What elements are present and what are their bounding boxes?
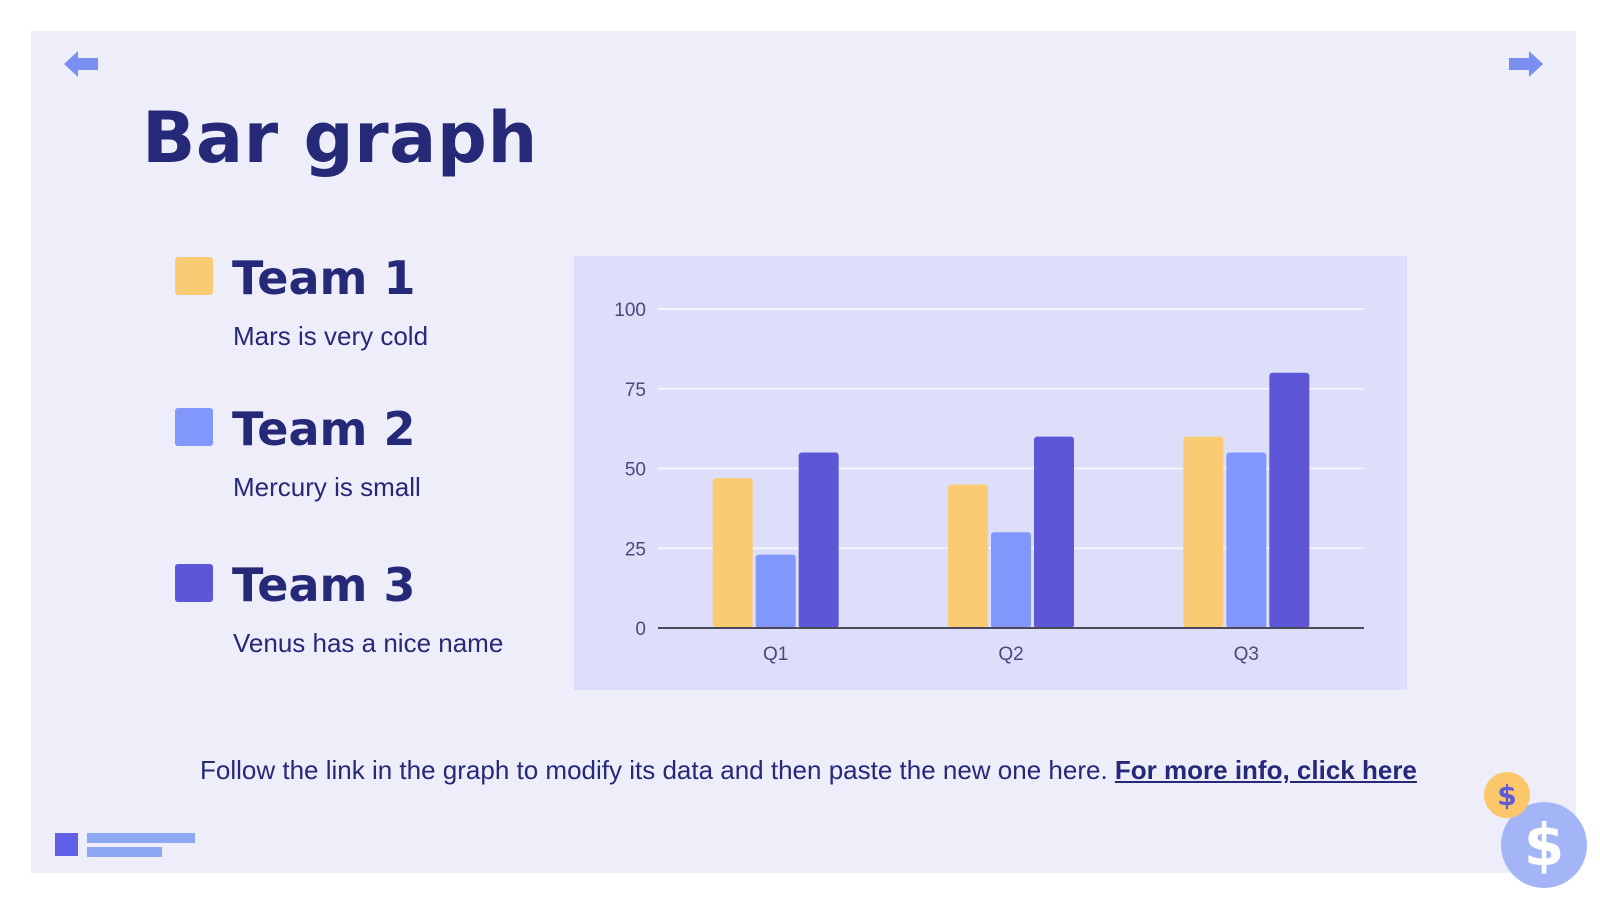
bar [712,478,753,628]
decor-line [87,833,195,843]
y-tick-label: 100 [614,300,646,321]
decor-line [87,847,162,857]
x-tick-label: Q2 [998,644,1023,665]
legend-desc: Venus has a nice name [233,628,504,658]
y-tick-label: 25 [625,539,646,560]
coin-symbol: $ [1497,778,1517,812]
coin-symbol: $ [1523,811,1565,879]
bar [948,484,988,628]
legend-desc: Mars is very cold [233,321,429,351]
bar [1183,436,1224,628]
bar [798,452,839,628]
y-tick-label: 50 [625,460,646,481]
legend-swatch [175,257,213,295]
footer-text: Follow the link in the graph to modify i… [200,755,1108,785]
bar [1269,372,1310,628]
legend-name: Team 1 [232,251,416,305]
y-tick-label: 75 [625,380,646,401]
more-info-link[interactable]: For more info, click here [1114,755,1417,785]
bar [991,532,1031,628]
legend-name: Team 3 [232,558,416,612]
bar-chart-svg: 0 25 50 75 100 Q1 Q2 Q3 [614,300,1364,665]
legend-swatch [175,564,213,602]
x-tick-label: Q3 [1234,644,1259,665]
decor-square [55,833,78,856]
legend-swatch [175,408,213,446]
dollar-coin-icon: $ [1484,772,1530,818]
arrow-left-icon[interactable] [61,49,101,79]
page-title: Bar graph [142,97,538,179]
x-tick-label: Q1 [763,644,788,665]
arrow-right-icon[interactable] [1506,49,1546,79]
legend-desc: Mercury is small [233,472,421,502]
bar [1226,452,1267,628]
slide: Bar graph Team 1 Mars is very cold Team … [31,31,1576,873]
bar [1034,436,1074,628]
bar-chart[interactable]: 0 25 50 75 100 Q1 Q2 Q3 [574,256,1407,690]
footer-instructions: Follow the link in the graph to modify i… [200,755,1417,786]
legend-name: Team 2 [232,402,416,456]
bar [755,554,796,628]
y-tick-label: 0 [635,619,646,640]
